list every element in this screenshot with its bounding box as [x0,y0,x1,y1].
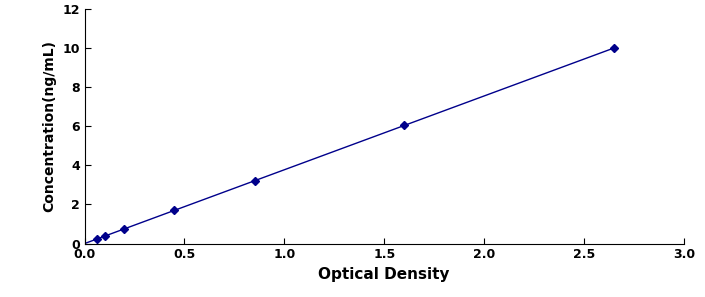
X-axis label: Optical Density: Optical Density [319,267,450,282]
Y-axis label: Concentration(ng/mL): Concentration(ng/mL) [43,40,56,212]
